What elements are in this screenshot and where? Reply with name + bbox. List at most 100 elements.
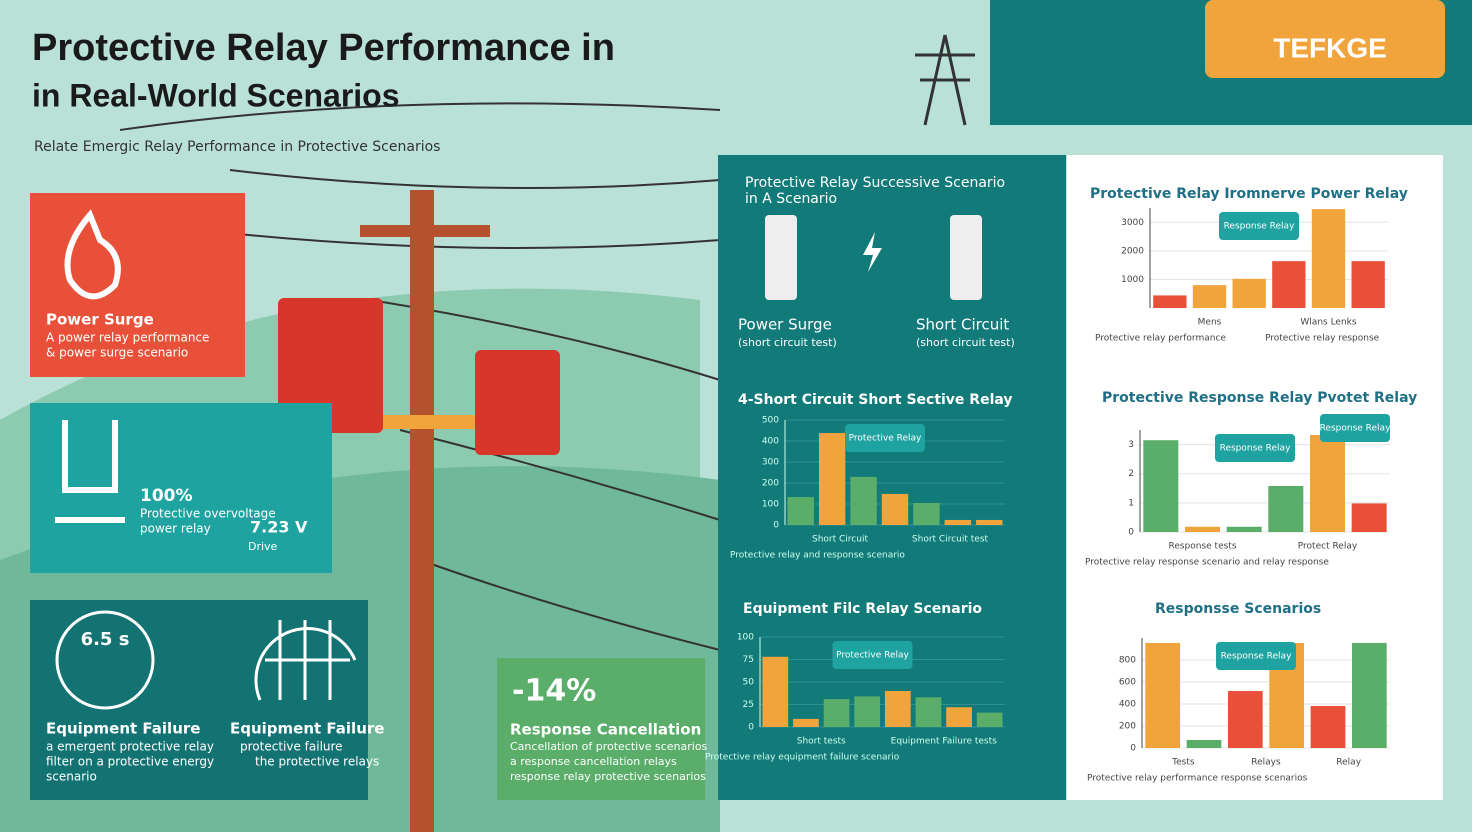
card <box>30 193 245 377</box>
bar <box>881 493 909 525</box>
logo: TEFKGE <box>1273 32 1387 63</box>
chart-title: Equipment Filc Relay Scenario <box>743 601 982 617</box>
card-title: Power Surge <box>46 311 154 329</box>
y-tick-label: 25 <box>743 700 754 710</box>
y-tick-label: 300 <box>762 458 779 468</box>
card-title: Response Cancellation <box>510 721 701 739</box>
y-tick-label: 100 <box>737 633 754 643</box>
bar <box>1310 705 1346 748</box>
icon <box>64 209 121 300</box>
relay-device <box>475 350 560 455</box>
legend: Protective relay performance response sc… <box>1087 774 1308 784</box>
bar <box>946 707 972 727</box>
bolt <box>863 232 882 272</box>
y-tick-label: 600 <box>1119 678 1136 688</box>
chart-title: Responsse Scenarios <box>1155 601 1321 617</box>
legend: Protective relay response <box>1265 334 1380 344</box>
bar <box>884 691 911 727</box>
x-label: Protect Relay <box>1298 542 1358 552</box>
callout: Response Relay <box>1220 444 1291 454</box>
callout: Response Relay <box>1320 424 1391 434</box>
x-label: Relays <box>1251 758 1281 768</box>
bar <box>1145 642 1181 748</box>
relay-icon <box>765 215 797 300</box>
bar <box>976 712 1003 727</box>
panel-title: in A Scenario <box>745 191 837 207</box>
card-text: power relay <box>140 522 211 536</box>
card-value: -14% <box>512 674 596 709</box>
y-tick-label: 3000 <box>1121 218 1144 228</box>
bar <box>1351 503 1387 532</box>
relay-device <box>278 298 383 433</box>
x-label: Response tests <box>1168 542 1236 552</box>
bar <box>1192 285 1227 308</box>
x-label: Relay <box>1336 758 1361 768</box>
icon <box>254 620 357 701</box>
card-text: filter on a protective energy <box>46 755 214 769</box>
bar <box>850 476 877 525</box>
bar <box>976 519 1003 525</box>
card-text: scenario <box>46 770 97 784</box>
bar <box>1153 295 1187 308</box>
bar <box>1185 526 1220 532</box>
title: in Real-World Scenarios <box>32 77 400 113</box>
y-tick-label: 1000 <box>1121 275 1144 285</box>
card-value: 7.23 V <box>250 518 308 537</box>
subtitle: Relate Emergic Relay Performance in Prot… <box>34 139 440 155</box>
scenario-text: (short circuit test) <box>916 336 1015 349</box>
y-tick-label: 500 <box>762 416 779 426</box>
callout-box <box>1219 212 1299 240</box>
bar <box>1143 440 1179 532</box>
y-tick-label: 0 <box>748 723 754 733</box>
bar <box>1310 434 1345 532</box>
x-label: Short Circuit <box>812 535 868 545</box>
card-text: response relay protective scenarios <box>510 770 706 783</box>
panel-title: Protective Relay Successive Scenario <box>745 175 1005 191</box>
y-tick-label: 75 <box>743 655 754 665</box>
y-tick-label: 400 <box>762 437 779 447</box>
legend: Protective relay equipment failure scena… <box>705 753 900 763</box>
y-tick-label: 200 <box>1119 722 1136 732</box>
legend: Protective relay and response scenario <box>730 551 905 561</box>
icon <box>55 420 125 523</box>
bar <box>1186 739 1222 748</box>
card-text: Cancellation of protective scenarios <box>510 740 708 753</box>
card-text: the protective relays <box>255 755 379 769</box>
bar <box>915 697 942 727</box>
y-tick-label: 100 <box>762 500 779 510</box>
x-label: Tests <box>1171 758 1195 768</box>
bar <box>1227 691 1263 748</box>
card-text: protective failure <box>240 740 343 754</box>
chart-title: 4-Short Circuit Short Sective Relay <box>738 392 1013 408</box>
y-tick-label: 400 <box>1119 700 1136 710</box>
bar <box>1272 261 1306 308</box>
pole <box>360 190 490 832</box>
callout-box <box>1320 414 1390 442</box>
bar <box>818 433 846 525</box>
chart-title: Protective Relay Iromnerve Power Relay <box>1090 186 1408 202</box>
card-text: a emergent protective relay <box>46 740 214 754</box>
callout: Response Relay <box>1221 652 1292 662</box>
gauge <box>55 610 155 710</box>
bar <box>913 502 940 525</box>
scenario-title: Short Circuit <box>916 316 1009 334</box>
logo-box <box>1205 0 1445 78</box>
bar <box>1351 261 1385 308</box>
bar <box>1311 209 1346 308</box>
bar <box>1226 526 1262 532</box>
y-tick-label: 0 <box>773 521 779 531</box>
card-text: A power relay performance <box>46 331 209 345</box>
bar <box>793 718 819 727</box>
card-text: Protective overvoltage <box>140 507 276 521</box>
scenario-title: Power Surge <box>738 316 832 334</box>
card-text: & power surge scenario <box>46 346 188 360</box>
bar <box>1351 642 1387 748</box>
card <box>30 600 368 800</box>
x-label: Equipment Failure tests <box>891 737 997 747</box>
x-label: Mens <box>1198 318 1222 328</box>
bar <box>944 519 972 525</box>
title: Protective Relay Performance in <box>32 27 615 69</box>
bar <box>762 656 789 727</box>
y-tick-label: 0 <box>1128 528 1134 538</box>
y-tick-label: 2000 <box>1121 246 1144 256</box>
